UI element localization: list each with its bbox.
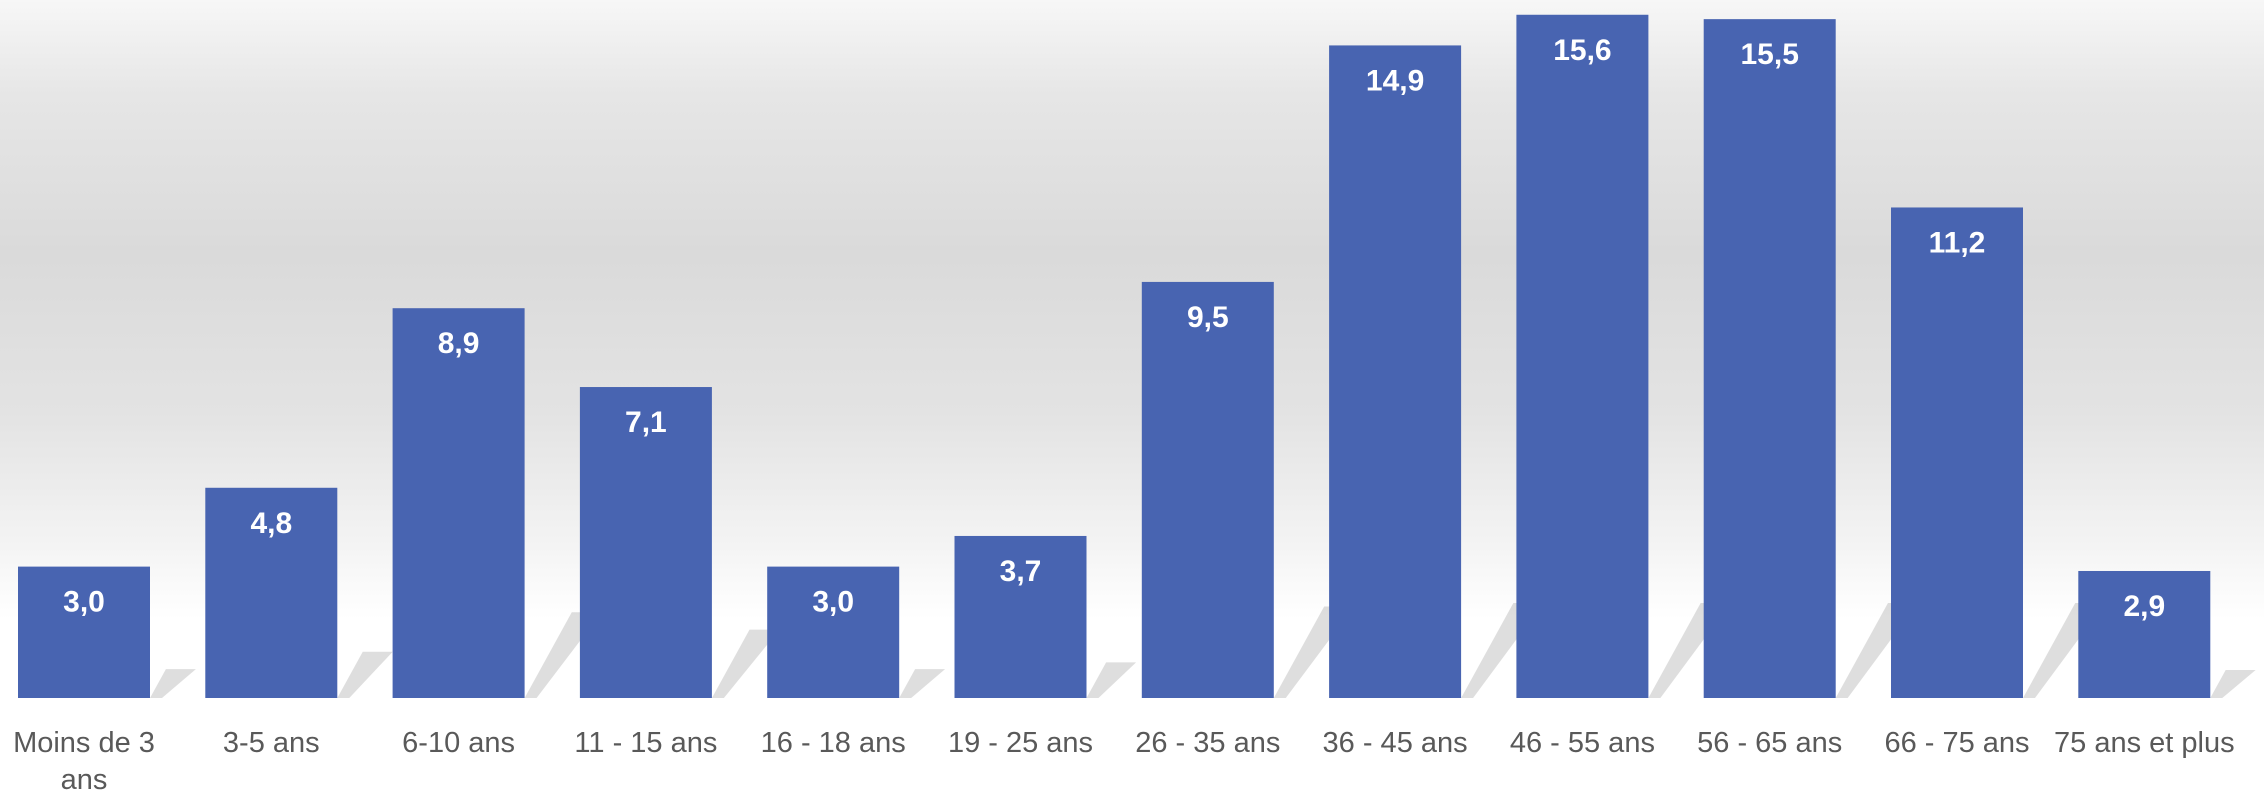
category-label-10: 66 - 75 ans: [1884, 727, 2029, 759]
category-label-6: 26 - 35 ans: [1135, 727, 1280, 759]
category-label-1: 3-5 ans: [223, 727, 320, 759]
data-label-11: 2,9: [2123, 590, 2165, 623]
data-label-9: 15,5: [1741, 38, 1799, 71]
data-label-1: 4,8: [250, 507, 292, 540]
bar-1: [205, 487, 338, 698]
bar-7: [1329, 45, 1462, 698]
data-labels: 3,0 4,8 8,9 7,1 3,0 3,7 9,5 14,9 15,6 15,5 11,2 2,9: [63, 34, 2165, 623]
bar-10: [1891, 207, 2023, 698]
bar-shadow: [711, 629, 780, 698]
bar-3: [579, 387, 712, 698]
data-label-5: 3,7: [1000, 555, 1042, 588]
data-label-4: 3,0: [812, 586, 854, 619]
category-label-7: 36 - 45 ans: [1323, 727, 1468, 759]
bar-4: [767, 566, 900, 698]
category-label-8: 46 - 55 ans: [1510, 727, 1655, 759]
bar-shadow: [150, 669, 196, 698]
data-label-7: 14,9: [1366, 64, 1424, 97]
data-label-2: 8,9: [438, 327, 480, 360]
bars: [18, 14, 2211, 699]
data-label-10: 11,2: [1929, 226, 1986, 259]
category-label-2: 6-10 ans: [402, 727, 515, 759]
data-label-6: 9,5: [1187, 301, 1229, 334]
category-label-5: 19 - 25 ans: [948, 727, 1093, 759]
category-label-11: 75 ans et plus: [2054, 727, 2235, 759]
category-label-4: 16 - 18 ans: [761, 727, 906, 759]
bar-shadow: [1086, 662, 1137, 698]
category-labels: Moins de 3 ans 3-5 ans 6-10 ans 11 - 15 ans 1…: [13, 727, 2235, 794]
bar-shadow: [2210, 670, 2256, 698]
data-label-0: 3,0: [63, 586, 105, 619]
category-label-0: ans: [61, 764, 108, 794]
data-label-3: 7,1: [625, 406, 667, 439]
category-label-9: 56 - 65 ans: [1697, 727, 1842, 759]
bar-5: [954, 535, 1087, 698]
bar-6: [1141, 281, 1274, 698]
category-label-0: Moins de 3: [13, 727, 155, 759]
bar-shadow: [899, 669, 946, 698]
bar-11: [2078, 570, 2211, 698]
bar-0: [18, 566, 150, 698]
data-label-8: 15,6: [1553, 34, 1611, 67]
category-label-3: 11 - 15 ans: [574, 727, 717, 759]
bar-9: [1703, 19, 1836, 699]
bar-shadow: [337, 651, 393, 698]
bar-8: [1516, 14, 1649, 698]
bar-2: [392, 308, 525, 698]
